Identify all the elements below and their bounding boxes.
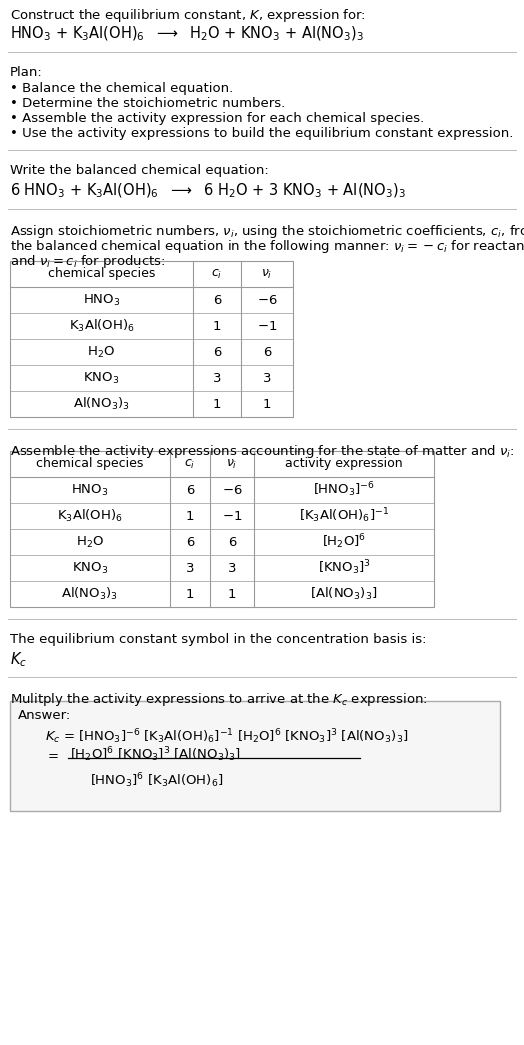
Text: • Balance the chemical equation.: • Balance the chemical equation. xyxy=(10,82,233,95)
Text: Answer:: Answer: xyxy=(18,709,71,722)
Text: K$_3$Al(OH)$_6$: K$_3$Al(OH)$_6$ xyxy=(57,508,123,524)
Text: HNO$_3$: HNO$_3$ xyxy=(83,293,121,307)
Text: the balanced chemical equation in the following manner: $\nu_i = -c_i$ for react: the balanced chemical equation in the fo… xyxy=(10,238,524,255)
Text: 6: 6 xyxy=(186,535,194,549)
Text: [HNO$_3$]$^{-6}$: [HNO$_3$]$^{-6}$ xyxy=(313,481,375,500)
Text: 1: 1 xyxy=(263,397,271,411)
Text: [Al(NO$_3$)$_3$]: [Al(NO$_3$)$_3$] xyxy=(310,586,378,602)
Text: and $\nu_i = c_i$ for products:: and $\nu_i = c_i$ for products: xyxy=(10,253,166,270)
Text: 6: 6 xyxy=(263,346,271,358)
Text: 6: 6 xyxy=(186,484,194,496)
Bar xyxy=(10,451,434,607)
Text: [K$_3$Al(OH)$_6$]$^{-1}$: [K$_3$Al(OH)$_6$]$^{-1}$ xyxy=(299,507,389,526)
Text: Assemble the activity expressions accounting for the state of matter and $\nu_i$: Assemble the activity expressions accoun… xyxy=(10,443,515,460)
Text: $-1$: $-1$ xyxy=(222,510,242,522)
Text: $K_c$: $K_c$ xyxy=(10,650,27,669)
Text: • Use the activity expressions to build the equilibrium constant expression.: • Use the activity expressions to build … xyxy=(10,127,514,140)
Text: $c_i$: $c_i$ xyxy=(211,268,223,280)
Text: $K_c$ = [HNO$_3$]$^{-6}$ [K$_3$Al(OH)$_6$]$^{-1}$ [H$_2$O]$^6$ [KNO$_3$]$^3$ [Al: $K_c$ = [HNO$_3$]$^{-6}$ [K$_3$Al(OH)$_6… xyxy=(45,727,408,746)
Text: 1: 1 xyxy=(213,397,221,411)
Text: chemical species: chemical species xyxy=(48,268,155,280)
Text: activity expression: activity expression xyxy=(285,458,403,470)
FancyBboxPatch shape xyxy=(10,701,500,811)
Text: [KNO$_3$]$^3$: [KNO$_3$]$^3$ xyxy=(318,559,370,577)
Text: Assign stoichiometric numbers, $\nu_i$, using the stoichiometric coefficients, $: Assign stoichiometric numbers, $\nu_i$, … xyxy=(10,223,524,240)
Text: 1: 1 xyxy=(185,587,194,601)
Text: [H$_2$O]$^6$ [KNO$_3$]$^3$ [Al(NO$_3$)$_3$]: [H$_2$O]$^6$ [KNO$_3$]$^3$ [Al(NO$_3$)$_… xyxy=(70,745,241,764)
Text: Plan:: Plan: xyxy=(10,66,43,79)
Text: 1: 1 xyxy=(213,320,221,332)
Text: Mulitply the activity expressions to arrive at the $K_c$ expression:: Mulitply the activity expressions to arr… xyxy=(10,691,428,709)
Text: H$_2$O: H$_2$O xyxy=(88,345,116,359)
Text: 6 HNO$_3$ + K$_3$Al(OH)$_6$  $\longrightarrow$  6 H$_2$O + 3 KNO$_3$ + Al(NO$_3$: 6 HNO$_3$ + K$_3$Al(OH)$_6$ $\longrighta… xyxy=(10,182,406,201)
Text: Construct the equilibrium constant, $K$, expression for:: Construct the equilibrium constant, $K$,… xyxy=(10,7,366,24)
Text: $c_i$: $c_i$ xyxy=(184,458,195,470)
Text: 6: 6 xyxy=(213,346,221,358)
Text: • Determine the stoichiometric numbers.: • Determine the stoichiometric numbers. xyxy=(10,97,285,110)
Text: 3: 3 xyxy=(228,561,236,575)
Text: $-1$: $-1$ xyxy=(257,320,277,332)
Text: 3: 3 xyxy=(213,372,221,385)
Text: Write the balanced chemical equation:: Write the balanced chemical equation: xyxy=(10,164,269,177)
Text: The equilibrium constant symbol in the concentration basis is:: The equilibrium constant symbol in the c… xyxy=(10,633,427,646)
Text: 6: 6 xyxy=(228,535,236,549)
Text: • Assemble the activity expression for each chemical species.: • Assemble the activity expression for e… xyxy=(10,112,424,125)
Text: [H$_2$O]$^6$: [H$_2$O]$^6$ xyxy=(322,533,366,552)
Text: 3: 3 xyxy=(263,372,271,385)
Text: HNO$_3$: HNO$_3$ xyxy=(71,483,109,497)
Text: Al(NO$_3$)$_3$: Al(NO$_3$)$_3$ xyxy=(61,586,118,602)
Text: KNO$_3$: KNO$_3$ xyxy=(72,560,108,576)
Text: =: = xyxy=(48,750,59,764)
Text: 3: 3 xyxy=(185,561,194,575)
Text: $-6$: $-6$ xyxy=(222,484,242,496)
Text: [HNO$_3$]$^6$ [K$_3$Al(OH)$_6$]: [HNO$_3$]$^6$ [K$_3$Al(OH)$_6$] xyxy=(90,771,223,790)
Text: Al(NO$_3$)$_3$: Al(NO$_3$)$_3$ xyxy=(73,396,130,412)
Text: H$_2$O: H$_2$O xyxy=(76,534,104,550)
Text: $\nu_i$: $\nu_i$ xyxy=(261,268,272,280)
Text: K$_3$Al(OH)$_6$: K$_3$Al(OH)$_6$ xyxy=(69,318,135,334)
Bar xyxy=(10,261,293,417)
Text: 1: 1 xyxy=(185,510,194,522)
Text: HNO$_3$ + K$_3$Al(OH)$_6$  $\longrightarrow$  H$_2$O + KNO$_3$ + Al(NO$_3$)$_3$: HNO$_3$ + K$_3$Al(OH)$_6$ $\longrightarr… xyxy=(10,25,364,44)
Text: $-6$: $-6$ xyxy=(257,294,277,306)
Text: 1: 1 xyxy=(228,587,236,601)
Text: $\nu_i$: $\nu_i$ xyxy=(226,458,238,470)
Text: chemical species: chemical species xyxy=(36,458,144,470)
Text: KNO$_3$: KNO$_3$ xyxy=(83,370,119,386)
Text: 6: 6 xyxy=(213,294,221,306)
